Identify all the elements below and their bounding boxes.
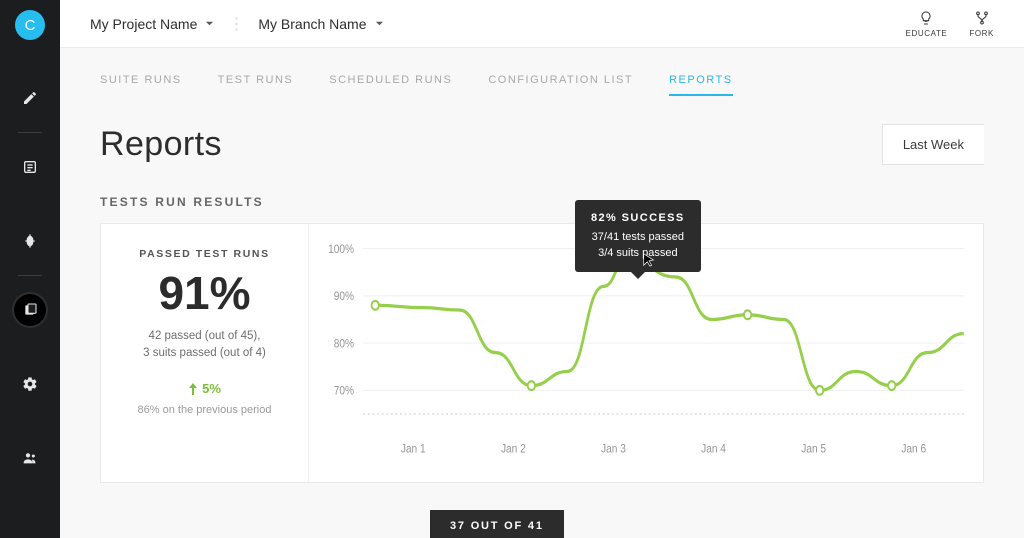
branch-crumb[interactable]: My Branch Name <box>258 16 383 32</box>
tab-suite-runs[interactable]: SUITE RUNS <box>100 74 182 96</box>
svg-text:Jan 1: Jan 1 <box>401 443 426 456</box>
svg-text:100%: 100% <box>328 243 354 256</box>
tab-scheduled-runs[interactable]: SCHEDULED RUNS <box>329 74 452 96</box>
bulb-icon <box>918 10 934 26</box>
settings-icon[interactable] <box>14 368 46 400</box>
tab-reports[interactable]: REPORTS <box>669 74 732 96</box>
sidebar-separator <box>18 275 42 276</box>
educate-action[interactable]: EDUCATE <box>906 10 948 38</box>
crumb-separator: ⋮ <box>228 14 244 34</box>
svg-text:Jan 2: Jan 2 <box>501 443 526 456</box>
arrow-up-icon <box>188 383 198 395</box>
tab-configuration-list[interactable]: CONFIGURATION LIST <box>488 74 633 96</box>
sidebar-separator <box>18 132 42 133</box>
svg-text:Jan 5: Jan 5 <box>801 443 826 456</box>
team-icon[interactable] <box>14 442 46 474</box>
main: My Project Name ⋮ My Branch Name EDUCATE… <box>60 0 1024 538</box>
project-crumb[interactable]: My Project Name <box>90 16 214 32</box>
avatar[interactable]: C <box>15 10 45 40</box>
branch-name: My Branch Name <box>258 16 366 32</box>
svg-text:Jan 3: Jan 3 <box>601 443 626 456</box>
svg-text:90%: 90% <box>334 290 354 303</box>
svg-text:70%: 70% <box>334 385 354 398</box>
stats-panel: PASSED TEST RUNS 91% 42 passed (out of 4… <box>101 224 309 482</box>
line-chart: 70% 80% 90% 100% Jan 1 Jan 2 Jan 3 Jan 4 Jan 5 Ja… <box>319 242 973 472</box>
svg-text:Jan 6: Jan 6 <box>901 443 926 456</box>
stats-delta: 5% <box>188 381 221 396</box>
date-range-select[interactable]: Last Week <box>882 124 984 165</box>
fork-action[interactable]: FORK <box>969 10 994 38</box>
project-name: My Project Name <box>90 16 197 32</box>
chart-tooltip: 82% SUCCESS 37/41 tests passed 3/4 suits… <box>575 200 701 272</box>
edit-icon[interactable] <box>14 82 46 114</box>
section-title: TESTS RUN RESULTS <box>100 195 984 209</box>
tabs: SUITE RUNS TEST RUNS SCHEDULED RUNS CONFIGU… <box>100 48 984 112</box>
results-card: PASSED TEST RUNS 91% 42 passed (out of 4… <box>100 223 984 483</box>
stats-prev: 86% on the previous period <box>138 404 272 416</box>
stats-label: PASSED TEST RUNS <box>139 248 269 260</box>
svg-text:80%: 80% <box>334 338 354 351</box>
stats-value: 91% <box>158 266 250 320</box>
svg-text:Jan 4: Jan 4 <box>701 443 726 456</box>
count-badge: 37 OUT OF 41 <box>430 510 564 538</box>
topbar: My Project Name ⋮ My Branch Name EDUCATE… <box>60 0 1024 48</box>
list-icon[interactable] <box>14 151 46 183</box>
tab-test-runs[interactable]: TEST RUNS <box>218 74 294 96</box>
reports-icon[interactable] <box>14 294 46 326</box>
chevron-down-icon <box>375 19 384 28</box>
bug-icon[interactable] <box>14 225 46 257</box>
chart-area: 70% 80% 90% 100% Jan 1 Jan 2 Jan 3 Jan 4 Jan 5 Ja… <box>309 224 983 482</box>
content: SUITE RUNS TEST RUNS SCHEDULED RUNS CONFIGU… <box>60 48 1024 538</box>
fork-icon <box>974 10 990 26</box>
stats-sub2: 3 suits passed (out of 4) <box>143 345 266 362</box>
sidebar: C <box>0 0 60 538</box>
chevron-down-icon <box>205 19 214 28</box>
page-title: Reports <box>100 125 222 164</box>
cursor-icon <box>642 253 656 267</box>
stats-sub1: 42 passed (out of 45), <box>149 328 261 345</box>
